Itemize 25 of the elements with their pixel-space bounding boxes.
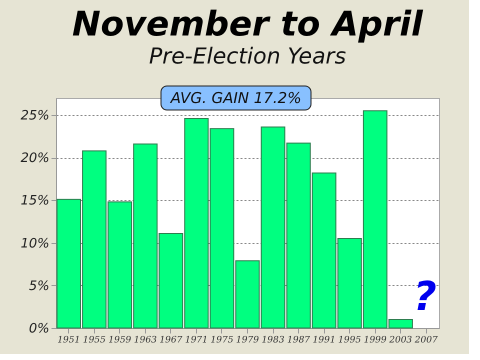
y-tick-label: 5% xyxy=(28,278,50,294)
x-tick-label: 1963 xyxy=(134,336,158,346)
y-tick-label: 10% xyxy=(20,236,50,252)
x-tick-label: 1951 xyxy=(57,336,80,346)
chart-title: November to April xyxy=(72,4,424,44)
chart-subtitle: Pre-Election Years xyxy=(148,44,346,70)
y-tick-label: 25% xyxy=(20,108,50,124)
annotation: ? xyxy=(413,274,437,320)
x-tick-label: 1975 xyxy=(210,336,234,346)
x-tick-label: 2003 xyxy=(388,336,412,346)
x-tick-label: 2007 xyxy=(414,336,438,346)
x-tick-label: 1959 xyxy=(108,336,132,346)
x-tick-label: 1999 xyxy=(364,336,387,346)
x-tick-label: 1971 xyxy=(184,336,208,346)
x-tick-label: 1995 xyxy=(338,336,362,346)
y-tick-label: 15% xyxy=(20,194,50,209)
x-tick-label: 1967 xyxy=(159,336,183,346)
x-tick-label: 1955 xyxy=(82,336,106,346)
x-tick-label: 1983 xyxy=(262,336,285,346)
x-tick-label: 1987 xyxy=(287,336,310,346)
annotation: AVG. GAIN 17.2% xyxy=(170,89,302,107)
y-tick-label: 20% xyxy=(20,151,50,166)
x-tick-label: 1991 xyxy=(312,336,336,346)
y-tick-label: 0% xyxy=(28,322,50,336)
x-tick-label: 1979 xyxy=(236,336,260,346)
